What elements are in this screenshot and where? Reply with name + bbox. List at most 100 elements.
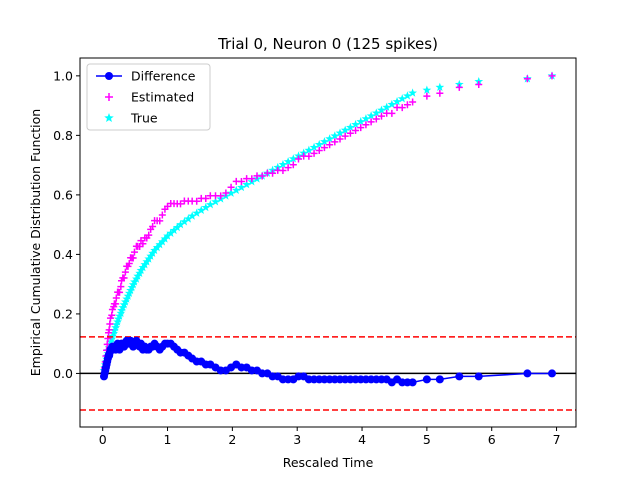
true-point	[160, 234, 170, 243]
true-point	[152, 242, 162, 252]
estimated-point	[305, 152, 313, 160]
true-point	[392, 97, 402, 106]
estimated-point	[269, 169, 277, 177]
legend-difference-label: Difference	[131, 69, 196, 84]
legend-box	[86, 63, 211, 131]
estimated-point	[403, 101, 411, 109]
true-point	[304, 145, 314, 154]
x-tick-label: 7	[553, 432, 561, 447]
true-point	[397, 94, 407, 103]
estimated-point	[284, 164, 292, 172]
true-point	[320, 137, 329, 146]
estimated-point	[372, 115, 380, 123]
true-point	[187, 211, 197, 220]
x-tick-label: 3	[293, 432, 301, 447]
true-point	[183, 214, 193, 223]
estimated-point	[377, 112, 385, 120]
y-tick-label: 1.0	[53, 68, 73, 83]
x-tick-label: 4	[358, 432, 366, 447]
estimated-point	[158, 211, 166, 219]
estimated-point	[341, 132, 349, 140]
y-axis-label: Empirical Cumulative Distribution Functi…	[28, 109, 43, 376]
true-point	[387, 99, 397, 109]
true-point	[196, 205, 206, 215]
estimated-point	[139, 240, 147, 248]
plot-area	[80, 71, 576, 411]
axes-frame	[79, 57, 577, 428]
estimated-point	[346, 129, 354, 137]
estimated-point	[112, 294, 120, 302]
true-point	[435, 82, 445, 92]
estimated-point	[193, 197, 201, 205]
true-point	[345, 122, 355, 132]
true-point	[382, 102, 392, 112]
estimated-point	[222, 189, 230, 197]
estimated-point	[357, 124, 365, 132]
true-point	[403, 91, 412, 100]
y-axis-ticks: 0.0 0.2 0.4 0.6 0.8 1.0	[53, 68, 80, 381]
estimated-point	[237, 177, 245, 185]
estimated-point	[523, 75, 531, 83]
estimated-point	[130, 248, 138, 256]
true-point	[361, 114, 371, 123]
x-tick-label: 5	[423, 432, 431, 447]
reference-lines-layer	[80, 336, 576, 411]
estimated-point	[310, 149, 318, 157]
true-point	[166, 228, 176, 237]
estimated-point	[105, 326, 113, 334]
estimated-point	[121, 268, 129, 276]
estimated-point	[362, 121, 370, 129]
estimated-point	[117, 283, 125, 291]
y-tick-label: 0.6	[53, 187, 73, 202]
difference-point	[474, 372, 483, 381]
true-point	[155, 240, 165, 249]
estimated-point	[475, 81, 483, 89]
estimated-point	[423, 92, 431, 100]
estimated-point	[108, 311, 116, 319]
legend-true-marker	[104, 113, 114, 123]
estimated-point	[258, 172, 266, 180]
legend-estimated-label: Estimated	[131, 90, 194, 105]
true-point	[237, 182, 246, 192]
x-axis-label: Rescaled Time	[283, 455, 374, 470]
true-point	[180, 217, 189, 226]
y-tick-label: 0.0	[53, 366, 73, 381]
y-tick-label: 0.4	[53, 247, 73, 262]
true-point	[211, 197, 220, 206]
estimated-point	[156, 217, 164, 225]
true-point	[157, 237, 167, 246]
estimated-point	[331, 138, 339, 146]
estimated-point	[112, 300, 120, 308]
estimated-point	[352, 126, 360, 134]
true-point	[408, 88, 417, 97]
true-point	[176, 220, 185, 229]
estimated-point	[248, 175, 256, 183]
difference-point	[422, 375, 431, 384]
legend: Difference Estimated True	[86, 63, 211, 131]
estimated-point	[116, 288, 124, 296]
true-point	[116, 308, 126, 318]
estimated-point	[279, 167, 287, 175]
estimated-point	[294, 155, 302, 163]
estimated-point	[217, 192, 225, 200]
y-tick-label: 0.2	[53, 306, 73, 321]
estimated-point	[320, 144, 328, 152]
true-point	[109, 328, 119, 338]
estimated-point	[120, 274, 128, 282]
estimated-point	[149, 222, 157, 230]
difference-point	[455, 372, 464, 381]
true-point	[231, 185, 241, 195]
estimated-point	[129, 254, 137, 262]
true-point	[192, 208, 202, 217]
true-point	[314, 139, 324, 149]
chart-title: Trial 0, Neuron 0 (125 spikes)	[217, 35, 438, 53]
true-point	[150, 245, 159, 255]
difference-point	[435, 375, 444, 384]
estimated-point	[409, 98, 417, 106]
legend-difference-marker	[105, 72, 113, 80]
estimated-point	[145, 231, 153, 239]
estimated-point	[455, 83, 463, 91]
true-point	[377, 105, 386, 114]
estimated-point	[548, 72, 556, 80]
